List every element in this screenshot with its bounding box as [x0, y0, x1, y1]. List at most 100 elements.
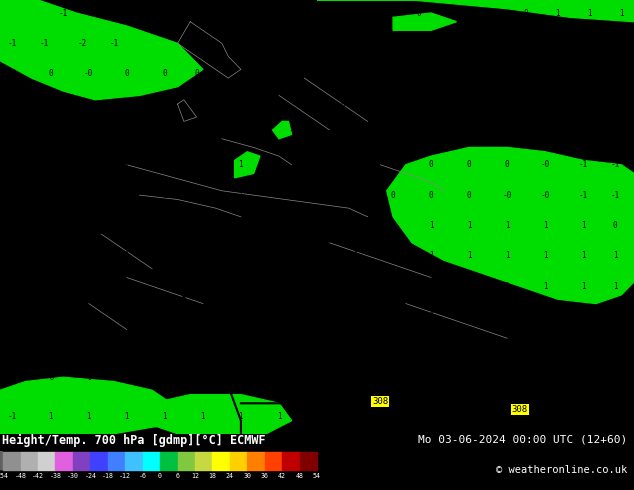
Text: Mo 03-06-2024 00:00 UTC (12+60): Mo 03-06-2024 00:00 UTC (12+60)	[418, 434, 628, 444]
Text: 0: 0	[276, 312, 281, 321]
Text: 0: 0	[276, 343, 281, 351]
Text: 1: 1	[543, 221, 548, 230]
Text: 1: 1	[10, 251, 15, 260]
Bar	[212, 452, 230, 470]
Text: 0: 0	[238, 373, 243, 382]
Text: 1: 1	[162, 412, 167, 421]
Text: 1: 1	[150, 99, 155, 109]
Text: -0: -0	[275, 8, 283, 18]
Text: 1: 1	[10, 221, 15, 230]
Text: -12: -12	[119, 473, 131, 479]
Text: -0: -0	[503, 191, 512, 199]
Text: 1: 1	[162, 251, 167, 260]
Text: 0: 0	[124, 69, 129, 78]
Text: -0: -0	[262, 39, 271, 48]
Bar	[265, 452, 282, 470]
Text: 1: 1	[188, 99, 193, 109]
Text: 0: 0	[397, 39, 402, 48]
Bar	[3, 452, 20, 470]
Text: 0: 0	[314, 373, 320, 382]
Text: 0: 0	[194, 69, 199, 78]
Text: -0: -0	[84, 343, 93, 351]
Text: -1: -1	[59, 8, 68, 18]
Text: 0: 0	[238, 312, 243, 321]
Text: 1: 1	[543, 312, 548, 321]
Text: 0: 0	[467, 282, 472, 291]
Bar	[195, 452, 212, 470]
Text: 0: 0	[124, 373, 129, 382]
Text: 308: 308	[372, 396, 389, 406]
Text: 1: 1	[581, 312, 586, 321]
Bar	[178, 452, 195, 470]
Text: 0: 0	[48, 69, 53, 78]
Text: 1: 1	[467, 412, 472, 421]
Text: -24: -24	[84, 473, 96, 479]
Bar	[143, 452, 160, 470]
Text: 0: 0	[353, 221, 358, 230]
Text: 1: 1	[505, 251, 510, 260]
Text: 1: 1	[600, 69, 605, 78]
Text: 0: 0	[162, 312, 167, 321]
Text: 1: 1	[625, 69, 630, 78]
Text: 1: 1	[213, 130, 218, 139]
Text: 1: 1	[365, 130, 370, 139]
Text: 1: 1	[543, 343, 548, 351]
Text: 0: 0	[391, 191, 396, 199]
Text: 1: 1	[625, 99, 630, 109]
Text: 0: 0	[524, 8, 529, 18]
Text: 0: 0	[124, 282, 129, 291]
Text: -1: -1	[205, 8, 214, 18]
Text: 1: 1	[612, 312, 618, 321]
Text: 0: 0	[454, 69, 459, 78]
Text: 1: 1	[302, 99, 307, 109]
Polygon shape	[0, 377, 178, 434]
Text: 1: 1	[619, 8, 624, 18]
Text: 1: 1	[581, 221, 586, 230]
Text: 0: 0	[86, 99, 91, 109]
Text: 1: 1	[353, 412, 358, 421]
Text: 0: 0	[429, 282, 434, 291]
Text: 0: 0	[492, 99, 497, 109]
Text: 1: 1	[403, 130, 408, 139]
Text: 1: 1	[86, 412, 91, 421]
Text: -38: -38	[49, 473, 61, 479]
Text: 0: 0	[353, 343, 358, 351]
Text: 0: 0	[467, 160, 472, 169]
Text: -0: -0	[84, 373, 93, 382]
Text: 1: 1	[162, 191, 167, 199]
Text: 0: 0	[200, 251, 205, 260]
Text: -0: -0	[84, 312, 93, 321]
Bar	[91, 452, 108, 470]
Text: 1: 1	[238, 343, 243, 351]
Text: 0: 0	[226, 39, 231, 48]
Text: 1: 1	[48, 282, 53, 291]
Text: 1: 1	[612, 282, 618, 291]
Text: 1: 1	[200, 412, 205, 421]
Text: -1: -1	[611, 191, 619, 199]
Text: -0: -0	[46, 373, 55, 382]
Text: 12: 12	[191, 473, 199, 479]
Text: 0: 0	[505, 160, 510, 169]
Text: 48: 48	[295, 473, 304, 479]
Text: 0: 0	[391, 282, 396, 291]
Text: 1: 1	[391, 373, 396, 382]
Text: 0: 0	[511, 39, 516, 48]
Text: 2: 2	[543, 412, 548, 421]
Text: -42: -42	[32, 473, 44, 479]
Text: 1: 1	[10, 191, 15, 199]
Text: 2: 2	[581, 412, 586, 421]
Text: 0: 0	[467, 191, 472, 199]
Text: 0: 0	[416, 69, 421, 78]
Text: -54: -54	[0, 473, 9, 479]
Text: 1: 1	[505, 373, 510, 382]
Text: 0: 0	[276, 221, 281, 230]
Text: -0: -0	[592, 130, 600, 139]
Text: 0: 0	[429, 191, 434, 199]
Text: 1: 1	[238, 191, 243, 199]
Text: 1: 1	[251, 130, 256, 139]
Text: -1: -1	[167, 8, 176, 18]
Text: 1: 1	[581, 39, 586, 48]
Text: 0: 0	[435, 39, 440, 48]
Text: 0: 0	[162, 69, 167, 78]
Text: 1: 1	[200, 191, 205, 199]
